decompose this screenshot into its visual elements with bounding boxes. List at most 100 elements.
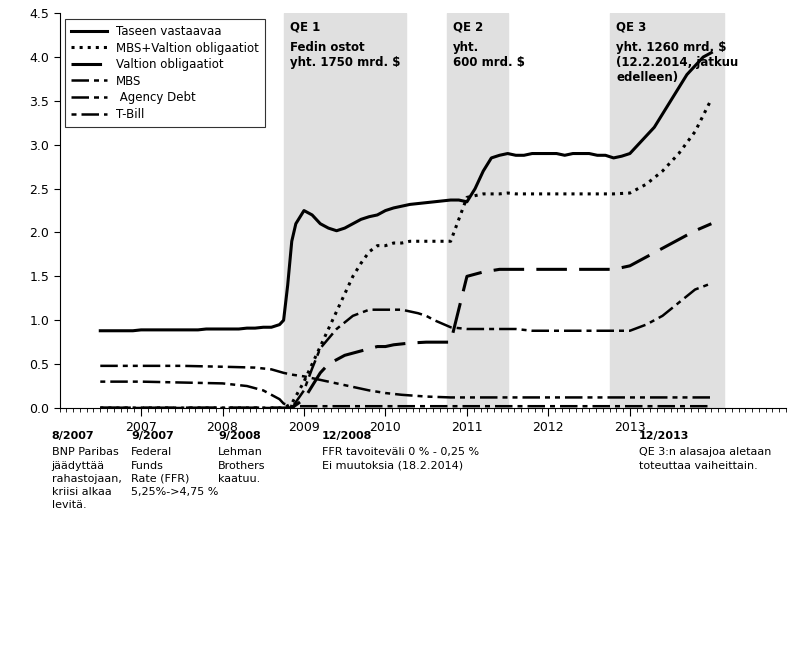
MBS+Valtion obligaatiot: [380, 241, 390, 249]
Valtion obligaatiot: [592, 265, 602, 273]
T-Bill: [177, 378, 187, 386]
 Agency Debt: [250, 364, 260, 372]
MBS+Valtion obligaatiot: [287, 399, 296, 407]
MBS: [657, 312, 667, 320]
T-Bill: [380, 402, 390, 410]
Valtion obligaatiot: [397, 340, 407, 348]
 Agency Debt: [707, 393, 716, 401]
MBS: [527, 327, 537, 335]
Taseen vastaavaa: [397, 202, 407, 210]
T-Bill: [364, 402, 374, 410]
MBS: [279, 404, 288, 412]
Valtion obligaatiot: [625, 262, 634, 270]
MBS+Valtion obligaatiot: [364, 248, 374, 256]
MBS: [414, 309, 423, 317]
MBS+Valtion obligaatiot: [544, 190, 553, 198]
MBS+Valtion obligaatiot: [315, 343, 325, 351]
MBS+Valtion obligaatiot: [560, 190, 569, 198]
MBS+Valtion obligaatiot: [397, 239, 407, 247]
Line: MBS: MBS: [100, 284, 711, 408]
Valtion obligaatiot: [674, 236, 684, 243]
Valtion obligaatiot: [462, 272, 472, 280]
Line: MBS+Valtion obligaatiot: MBS+Valtion obligaatiot: [100, 99, 711, 408]
Taseen vastaavaa: [287, 238, 296, 245]
MBS: [380, 306, 390, 314]
T-Bill: [275, 395, 284, 403]
T-Bill: [584, 402, 594, 410]
T-Bill: [348, 402, 357, 410]
Text: QE 3:n alasajoa aletaan
toteuttaa vaiheittain.: QE 3:n alasajoa aletaan toteuttaa vaihei…: [639, 447, 772, 470]
MBS+Valtion obligaatiot: [299, 378, 309, 386]
Taseen vastaavaa: [348, 220, 357, 228]
Valtion obligaatiot: [218, 404, 227, 412]
MBS+Valtion obligaatiot: [511, 190, 521, 198]
MBS+Valtion obligaatiot: [218, 404, 227, 412]
 Agency Debt: [287, 370, 296, 378]
MBS+Valtion obligaatiot: [446, 238, 456, 245]
MBS: [430, 316, 439, 324]
 Agency Debt: [348, 383, 357, 391]
Valtion obligaatiot: [315, 369, 325, 377]
MBS: [389, 306, 399, 314]
Valtion obligaatiot: [544, 265, 553, 273]
MBS: [177, 404, 187, 412]
MBS+Valtion obligaatiot: [160, 404, 170, 412]
T-Bill: [332, 402, 341, 410]
MBS: [560, 327, 569, 335]
Legend: Taseen vastaavaa, MBS+Valtion obligaatiot, Valtion obligaatiot, MBS,  Agency Deb: Taseen vastaavaa, MBS+Valtion obligaatio…: [65, 19, 265, 126]
T-Bill: [218, 380, 227, 388]
Text: 12/2013: 12/2013: [639, 431, 689, 441]
MBS+Valtion obligaatiot: [185, 404, 195, 412]
Valtion obligaatiot: [95, 404, 105, 412]
MBS+Valtion obligaatiot: [470, 191, 480, 199]
Valtion obligaatiot: [511, 265, 521, 273]
MBS+Valtion obligaatiot: [137, 404, 146, 412]
Valtion obligaatiot: [707, 220, 716, 228]
MBS+Valtion obligaatiot: [307, 360, 317, 368]
 Agency Debt: [479, 393, 488, 401]
MBS+Valtion obligaatiot: [405, 238, 414, 245]
Valtion obligaatiot: [576, 265, 586, 273]
Valtion obligaatiot: [357, 347, 366, 355]
Text: 9/2007: 9/2007: [131, 431, 174, 441]
T-Bill: [95, 378, 105, 386]
Valtion obligaatiot: [422, 338, 431, 346]
MBS: [592, 327, 602, 335]
MBS+Valtion obligaatiot: [210, 404, 219, 412]
Valtion obligaatiot: [259, 404, 268, 412]
T-Bill: [299, 402, 309, 410]
Valtion obligaatiot: [372, 343, 382, 351]
 Agency Debt: [218, 363, 227, 370]
MBS+Valtion obligaatiot: [657, 167, 667, 175]
Valtion obligaatiot: [137, 404, 146, 412]
T-Bill: [315, 402, 325, 410]
Text: Lehman
Brothers
kaatuu.: Lehman Brothers kaatuu.: [218, 447, 266, 484]
Bar: [446, 13, 507, 408]
MBS: [315, 344, 325, 352]
MBS: [674, 299, 684, 307]
 Agency Debt: [177, 362, 187, 370]
 Agency Debt: [592, 393, 602, 401]
Valtion obligaatiot: [446, 338, 456, 346]
MBS+Valtion obligaatiot: [479, 190, 488, 198]
Text: FFR tavoiteväli 0 % - 0,25 %
Ei muutoksia (18.2.2014): FFR tavoiteväli 0 % - 0,25 % Ei muutoksi…: [322, 447, 479, 470]
Line: T-Bill: T-Bill: [100, 382, 711, 406]
MBS: [642, 320, 651, 328]
Valtion obligaatiot: [479, 268, 488, 276]
 Agency Debt: [576, 393, 586, 401]
Line: Taseen vastaavaa: Taseen vastaavaa: [100, 53, 711, 331]
Text: QE 1: QE 1: [290, 20, 321, 33]
 Agency Debt: [137, 362, 146, 370]
Text: QE 2: QE 2: [453, 20, 484, 33]
MBS: [446, 323, 456, 331]
 Agency Debt: [279, 369, 288, 377]
 Agency Debt: [642, 393, 651, 401]
 Agency Debt: [380, 389, 390, 397]
MBS: [287, 404, 296, 412]
MBS+Valtion obligaatiot: [112, 404, 121, 412]
MBS: [544, 327, 553, 335]
Valtion obligaatiot: [437, 338, 447, 346]
Valtion obligaatiot: [340, 351, 349, 359]
MBS+Valtion obligaatiot: [495, 190, 504, 198]
MBS+Valtion obligaatiot: [332, 307, 341, 315]
